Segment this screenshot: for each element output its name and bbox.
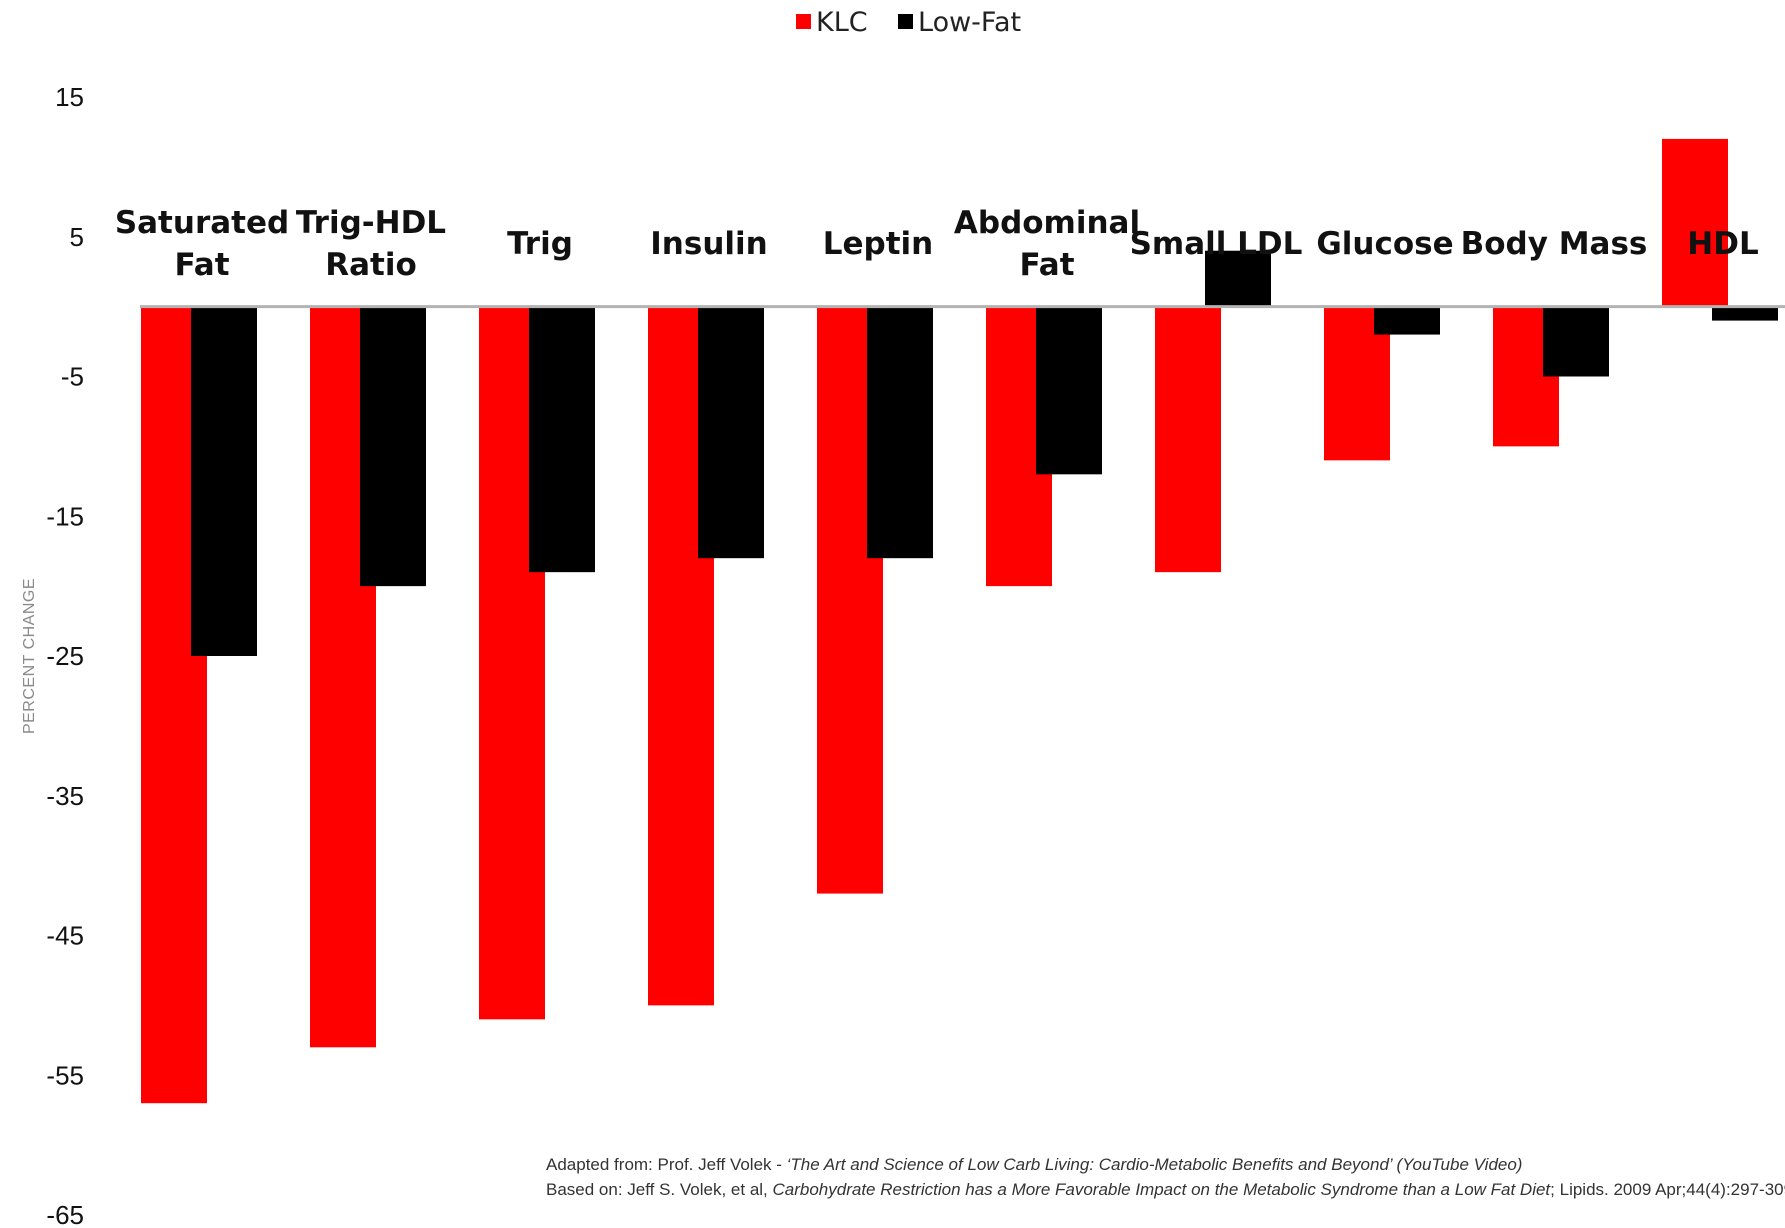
source-note-line1-part-0: Adapted from: Prof. Jeff Volek - [546,1155,787,1174]
source-note-line2-part-1: Carbohydrate Restriction has a More Favo… [773,1180,1552,1199]
bar-klc-6 [1155,306,1221,573]
bar-low-fat-0 [191,306,257,656]
category-label-4-0: Leptin [823,226,933,262]
y-tick-label-3: -15 [46,501,84,531]
source-note-line1-part-1: ‘The Art and Science of Low Carb Living:… [787,1155,1523,1174]
bar-low-fat-1 [360,306,426,587]
y-tick-label-4: -25 [46,641,84,671]
legend-label-0: KLC [816,7,868,38]
category-label-0-1: Fat [174,247,229,283]
category-label-0-0: Saturated [115,205,289,241]
y-tick-label-8: -65 [46,1200,84,1228]
y-tick-label-2: -5 [61,362,84,392]
category-label-1-1: Ratio [325,247,417,283]
bar-klc-9 [1662,138,1728,307]
y-tick-label-1: 5 [70,222,84,252]
legend-swatch-1 [898,14,913,29]
bar-low-fat-7 [1374,306,1440,335]
bar-low-fat-9 [1712,306,1778,321]
legend: KLC Low-Fat [796,7,1021,38]
y-tick-label-0: 15 [55,82,84,112]
category-label-6-0: Small LDL [1130,226,1303,262]
bar-low-fat-8 [1543,306,1609,377]
y-tick-label-5: -35 [46,781,84,811]
bar-low-fat-3 [698,306,764,559]
bar-low-fat-6 [1205,250,1271,307]
category-label-5-1: Fat [1019,247,1074,283]
category-label-2-0: Trig [507,226,573,262]
bars [141,138,1778,1104]
source-note-line2: Based on: Jeff S. Volek, et al, Carbohyd… [546,1180,1785,1199]
category-label-9-0: HDL [1687,226,1758,262]
y-tick-label-7: -55 [46,1060,84,1090]
source-notes: Adapted from: Prof. Jeff Volek - ‘The Ar… [546,1155,1785,1199]
y-tick-label-6: -45 [46,921,84,951]
source-note-line2-part-2: ; Lipids. 2009 Apr;44(4):297-309 [1550,1180,1785,1199]
category-labels: Saturated Fat Trig-HDL Ratio Trig Insulin Lept… [115,205,1759,283]
legend-label-1: Low-Fat [918,7,1021,38]
bar-low-fat-5 [1036,306,1102,475]
y-axis-label: PERCENT CHANGE [21,578,38,734]
y-axis: 15 5 -5 -15 -25 -35 -45 -55 -65 PERCENT CHANGE [21,82,84,1228]
legend-swatch-0 [796,14,811,29]
category-label-8-0: Body Mass [1461,226,1648,262]
category-label-3-0: Insulin [650,226,767,262]
category-label-7-0: Glucose [1316,226,1453,262]
category-label-1-0: Trig-HDL [296,205,446,241]
source-note-line2-part-0: Based on: Jeff S. Volek, et al, [546,1180,773,1199]
source-note-line1: Adapted from: Prof. Jeff Volek - ‘The Ar… [546,1155,1522,1174]
bar-low-fat-4 [867,306,933,559]
category-label-5-0: Abdominal [954,205,1140,241]
bar-low-fat-2 [529,306,595,573]
